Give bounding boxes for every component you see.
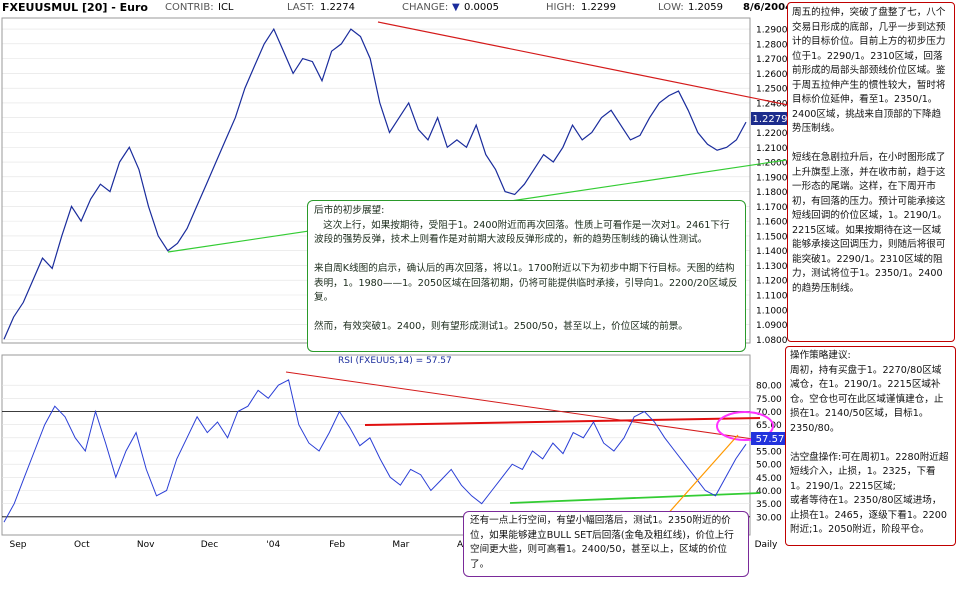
change-value: 0.0005 xyxy=(464,2,499,13)
rsi-panel: RSI (FXEUUS,14) = 57.57 80.00 75.00 70.00 6… xyxy=(1,354,789,536)
last-value: 1.2274 xyxy=(320,2,355,13)
symbol-title: FXEUUSMUL [20] - Euro xyxy=(2,1,148,14)
price-last-tag-text: 1.2279 xyxy=(753,114,788,125)
contrib-label: CONTRIB: xyxy=(165,2,214,13)
price-y-tick: 1.1700 xyxy=(756,203,788,213)
x-tick: Daily xyxy=(755,540,778,550)
price-y-tick: 1.2000 xyxy=(756,159,788,169)
outlook-note: 后市的初步展望: 这次上行，如果按期待，受阻于1。2400附近而再次回落。性质上… xyxy=(307,200,746,352)
price-y-tick: 1.1200 xyxy=(756,277,788,287)
price-y-tick: 1.1100 xyxy=(756,291,788,301)
x-tick: Dec xyxy=(201,540,218,550)
change-down-icon: ▼ xyxy=(452,2,460,13)
price-y-tick: 1.1800 xyxy=(756,188,788,198)
x-tick: Sep xyxy=(10,540,27,550)
rsi-highlight-ellipse xyxy=(716,411,774,441)
rsi-note: 还有一点上行空间，有望小幅回落后，测试1。2350附近的价位，如果能够建立BUL… xyxy=(463,511,749,577)
price-y-tick: 1.1500 xyxy=(756,232,788,242)
rsi-panel-frame xyxy=(1,354,751,536)
price-y-tick: 1.2200 xyxy=(756,129,788,139)
high-label: HIGH: xyxy=(546,2,576,13)
price-y-tick: 1.2600 xyxy=(756,70,788,80)
rsi-y-tick: 35.00 xyxy=(756,500,782,510)
price-y-tick: 1.0900 xyxy=(756,321,788,331)
rsi-y-axis: 80.0075.0070.0065.0060.0055.0050.0045.00… xyxy=(756,382,782,524)
rsi-y-tick: 50.00 xyxy=(756,461,782,471)
quote-date: 8/6/2004 xyxy=(743,2,793,13)
price-y-axis: 1.29001.28001.27001.26001.25001.24001.23… xyxy=(756,26,788,346)
price-last-tag: 1.2279 xyxy=(751,112,789,125)
rsi-callout-arrow xyxy=(664,434,739,518)
high-value: 1.2299 xyxy=(581,2,616,13)
price-y-tick: 1.1900 xyxy=(756,173,788,183)
analysis-note: 周五的拉伸，突破了盘整了七，八个交易日形成的底部，几乎一步到达预计的目标价位。目… xyxy=(787,2,955,342)
price-y-tick: 1.1600 xyxy=(756,218,788,228)
rsi-y-tick: 65.00 xyxy=(756,421,782,431)
rsi-red-trendline xyxy=(285,371,761,441)
rsi-y-tick: 75.00 xyxy=(756,395,782,405)
x-tick: Oct xyxy=(74,540,90,550)
rsi-y-tick: 70.00 xyxy=(756,408,782,418)
price-y-tick: 1.1000 xyxy=(756,306,788,316)
rsi-y-tick: 55.00 xyxy=(756,448,782,458)
rsi-title: RSI (FXEUUS,14) = 57.57 xyxy=(338,356,452,366)
rsi-y-tick: 30.00 xyxy=(756,513,782,523)
rsi-y-tick: 45.00 xyxy=(756,474,782,484)
price-y-tick: 1.2100 xyxy=(756,144,788,154)
price-y-tick: 1.1400 xyxy=(756,247,788,257)
strategy-note: 操作策略建议: 周初，持有买盘于1。2270/80区域减仓，在1。2190/1。… xyxy=(785,346,956,546)
x-tick: Mar xyxy=(392,540,409,550)
rsi-line-series xyxy=(3,379,747,523)
price-y-tick: 1.2900 xyxy=(756,26,788,36)
price-y-tick: 1.1300 xyxy=(756,262,788,272)
low-value: 1.2059 xyxy=(688,2,723,13)
price-line-series xyxy=(3,27,747,340)
price-resistance-trendline xyxy=(377,21,789,106)
rsi-red-horizontal-line xyxy=(364,417,761,426)
quote-header: FXEUUSMUL [20] - Euro CONTRIB: ICL LAST:… xyxy=(0,0,958,17)
price-y-tick: 1.2500 xyxy=(756,85,788,95)
price-y-tick: 1.2700 xyxy=(756,55,788,65)
x-tick: '04 xyxy=(266,540,280,550)
x-tick: Nov xyxy=(137,540,155,550)
rsi-green-trendline xyxy=(509,492,761,504)
price-y-tick: 1.0800 xyxy=(756,336,788,346)
low-label: LOW: xyxy=(658,2,684,13)
change-label: CHANGE: xyxy=(402,2,449,13)
price-y-tick: 1.2800 xyxy=(756,40,788,50)
rsi-last-tag-text: 57.57 xyxy=(756,434,785,445)
rsi-y-tick: 40.00 xyxy=(756,487,782,497)
rsi-last-tag: 57.57 xyxy=(751,432,789,445)
price-y-tick: 1.2400 xyxy=(756,99,788,109)
last-label: LAST: xyxy=(287,2,315,13)
x-tick: Feb xyxy=(329,540,345,550)
rsi-y-tick: 80.00 xyxy=(756,382,782,392)
contrib-value: ICL xyxy=(218,2,234,13)
